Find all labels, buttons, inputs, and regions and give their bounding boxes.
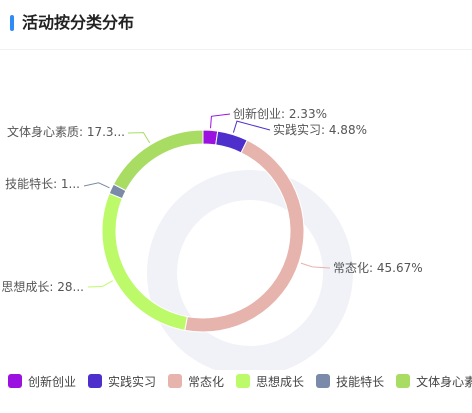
chart-legend: 创新创业 实践实习 常态化 思想成长 技能特长 文体身心素质 xyxy=(8,372,472,390)
leader-line xyxy=(300,262,331,269)
leader-line xyxy=(87,280,114,288)
legend-label: 实践实习 xyxy=(108,374,157,389)
slice-label: 文体身心素质: 17.3... xyxy=(7,124,125,139)
slice-label: 创新创业: 2.33% xyxy=(233,106,327,121)
legend-item[interactable]: 技能特长 xyxy=(316,373,384,390)
legend-item[interactable]: 创新创业 xyxy=(8,373,76,390)
legend-item[interactable]: 常态化 xyxy=(168,373,224,390)
leader-line xyxy=(127,132,151,144)
legend-swatch xyxy=(236,374,251,388)
legend-label: 常态化 xyxy=(188,374,225,389)
donut-chart: 创新创业: 2.33%实践实习: 4.88% 常态化: 45.67% 思想成长: 2… xyxy=(1,106,423,370)
leader-line xyxy=(232,120,271,133)
chart-header: 活动按分类分布 xyxy=(0,0,472,50)
legend-item[interactable]: 文体身心素质 xyxy=(396,373,472,390)
slice-label: 技能特长: 1... xyxy=(5,176,80,191)
legend-label: 创新创业 xyxy=(28,374,77,389)
title-accent-bar xyxy=(10,15,14,31)
slice-label: 实践实习: 4.88% xyxy=(273,122,367,137)
legend-label: 文体身心素质 xyxy=(416,374,472,389)
slice-label: 思想成长: 28... xyxy=(1,279,84,294)
legend-swatch xyxy=(396,374,411,388)
legend-swatch xyxy=(8,374,22,388)
legend-swatch xyxy=(168,374,183,388)
donut-slice[interactable] xyxy=(112,129,204,192)
legend-item[interactable]: 思想成长 xyxy=(236,373,304,390)
donut-slice[interactable] xyxy=(184,139,305,333)
legend-label: 思想成长 xyxy=(256,374,305,389)
background-ring xyxy=(147,170,353,370)
slice-label: 常态化: 45.67% xyxy=(333,261,423,275)
legend-item[interactable]: 实践实习 xyxy=(88,373,156,390)
legend-swatch xyxy=(316,374,331,388)
leader-line xyxy=(83,182,110,189)
chart-title: 活动按分类分布 xyxy=(22,13,135,32)
legend-swatch xyxy=(88,374,103,388)
leader-line xyxy=(210,113,231,129)
legend-label: 技能特长 xyxy=(336,374,385,389)
